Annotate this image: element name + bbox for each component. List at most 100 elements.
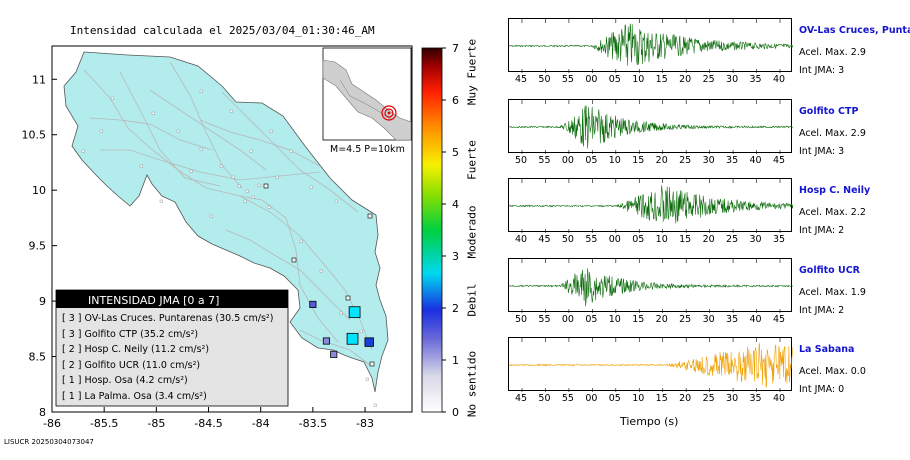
y-tick-label: 9.5: [29, 240, 47, 253]
time-tick-label: 20: [655, 314, 668, 325]
intensity-marker: [346, 332, 359, 345]
legend-row: [ 2 ] Golfito UCR (11.0 cm/s²): [62, 360, 200, 371]
costa-rica-land: [63, 51, 389, 393]
legend-level: [ 1 ]: [62, 390, 85, 402]
time-tick-label: 45: [538, 234, 551, 245]
time-tick-row: 45 50 55 00 05 10 15 20 25 30 35 40: [508, 74, 792, 86]
seismogram-panel: [508, 99, 793, 154]
intensity-legend: INTENSIDAD JMA [0 a 7]: [55, 289, 289, 407]
y-tick-label: 10.5: [22, 129, 47, 142]
station-intensity: Int JMA: 2: [799, 225, 845, 236]
legend-level: [ 3 ]: [62, 328, 85, 340]
y-tick-label: 8.5: [29, 351, 47, 364]
legend-header: INTENSIDAD JMA [0 a 7]: [88, 294, 219, 307]
intensity-marker: [322, 337, 330, 345]
seismogram-panel: [508, 258, 793, 313]
colorbar-category-label: Debil: [465, 283, 479, 317]
time-tick-label: 20: [655, 155, 668, 166]
y-tick-label: 9: [39, 295, 46, 308]
time-tick-label: 00: [585, 74, 598, 85]
legend-level: [ 2 ]: [62, 359, 85, 371]
y-tick-label: 11: [32, 73, 46, 86]
legend-station: La Palma. Osa: [84, 390, 155, 402]
time-tick-label: 45: [772, 155, 786, 166]
time-tick-label: 00: [561, 155, 574, 166]
time-tick-label: 50: [514, 314, 528, 325]
time-tick-label: 45: [514, 393, 528, 404]
time-tick-row: 40 45 50 55 00 05 10 15 20 25 30 35: [508, 234, 792, 246]
map-axes: -86 -85.5 -85 -84.5 -84 -83.5 -83 8 8.5 9 9.5 10 10.…: [22, 73, 375, 430]
station-name: Golfito CTP: [799, 106, 859, 117]
station-name: Golfito UCR: [799, 265, 860, 276]
time-tick-label: 35: [726, 155, 739, 166]
time-tick-label: 15: [655, 393, 668, 404]
legend-row: [ 1 ] La Palma. Osa (3.4 cm/s²): [62, 391, 207, 402]
legend-level: [ 2 ]: [62, 344, 85, 355]
time-tick-label: 20: [702, 234, 715, 245]
station-acel: Acel. Max. 1.9: [799, 287, 866, 298]
time-tick-label: 00: [561, 314, 574, 325]
epicenter-marker: [381, 105, 397, 121]
time-tick-label: 25: [726, 234, 739, 245]
time-tick-label: 05: [585, 314, 598, 325]
time-tick-label: 30: [702, 314, 715, 325]
time-tick-label: 35: [772, 234, 786, 245]
road-network: [83, 61, 373, 366]
intensity-marker: [364, 337, 374, 347]
seismogram-panel: [508, 337, 793, 392]
time-tick-label: 30: [726, 74, 739, 85]
intensity-marker: [348, 306, 361, 319]
time-tick-label: 25: [702, 393, 715, 404]
station-acel: Acel. Max. 2.2: [799, 207, 866, 218]
y-tick-label: 10: [32, 184, 46, 197]
time-tick-label: 10: [632, 74, 645, 85]
time-tick-label: 25: [679, 314, 692, 325]
colorbar-tick-label: 6: [452, 94, 459, 107]
legend-value: (11.2 cm/s²): [151, 344, 210, 355]
time-tick-label: 55: [538, 155, 551, 166]
y-tick-label: 8: [39, 406, 46, 419]
legend-station: Golfito CTP: [84, 328, 141, 340]
legend-row: [ 3 ] Golfito CTP (35.2 cm/s²): [62, 329, 198, 340]
time-tick-label: 25: [702, 74, 715, 85]
time-tick-label: 35: [726, 314, 739, 325]
seismogram-panel: [508, 18, 793, 73]
time-tick-label: 40: [749, 314, 762, 325]
colorbar-tick-label: 0: [452, 406, 459, 419]
legend-row: [ 3 ] OV-Las Cruces. Puntarenas (30.5 cm…: [62, 313, 273, 324]
station-intensity: Int JMA: 0: [799, 384, 845, 395]
station-squares: [263, 183, 375, 367]
time-tick-label: 50: [561, 234, 574, 245]
x-tick-label: -85.5: [90, 417, 118, 430]
x-tick-label: -84: [252, 417, 270, 430]
time-tick-label: 05: [608, 393, 621, 404]
colorbar-tick-label: 2: [452, 302, 459, 315]
inset-map: M=4.5 P=10km: [322, 47, 412, 155]
legend-station: OV-Las Cruces. Puntarenas: [84, 313, 216, 324]
intensity-marker: [330, 350, 338, 358]
time-tick-label: 00: [608, 234, 621, 245]
map-title: Intensidad calculada el 2025/03/04_01:30…: [70, 24, 375, 37]
station-name: La Sabana: [799, 344, 855, 355]
time-tick-label: 05: [585, 155, 598, 166]
time-tick-label: 50: [538, 393, 551, 404]
time-tick-label: 10: [655, 234, 668, 245]
time-tick-row: 45 50 55 00 05 10 15 20 25 30 35 40: [508, 393, 792, 405]
seismogram-panel: [508, 178, 793, 233]
station-intensity: Int JMA: 2: [799, 305, 845, 316]
time-tick-label: 30: [702, 155, 715, 166]
intensity-markers: [309, 300, 374, 358]
x-tick-label: -84.5: [194, 417, 222, 430]
legend-value: (11.0 cm/s²): [142, 359, 201, 371]
time-tick-label: 40: [772, 74, 786, 85]
time-tick-label: 40: [514, 234, 528, 245]
colorbar-category-label: No sentido: [465, 350, 479, 418]
time-tick-label: 55: [561, 393, 574, 404]
colorbar-category-label: Moderado: [465, 205, 479, 259]
time-tick-label: 35: [749, 393, 762, 404]
x-tick-label: -85: [147, 417, 165, 430]
time-tick-label: 10: [608, 155, 621, 166]
time-tick-label: 10: [632, 393, 645, 404]
time-tick-label: 00: [585, 393, 598, 404]
